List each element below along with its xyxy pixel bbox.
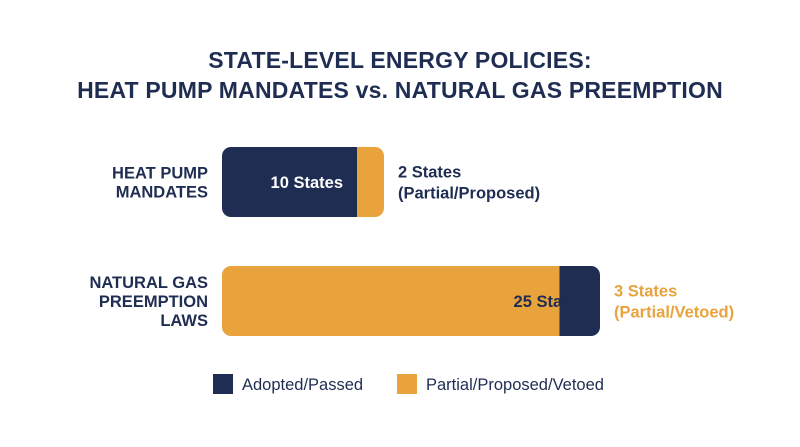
bar-segment-row1-seg1 xyxy=(222,147,357,217)
side-label-1-line-1: 2 States xyxy=(398,164,461,182)
category-label-2-line-2: PREEMPTION xyxy=(99,293,208,311)
legend-swatch-1 xyxy=(213,374,233,394)
chart-title-line-1: STATE-LEVEL ENERGY POLICIES: xyxy=(208,47,591,73)
legend-swatch-2 xyxy=(397,374,417,394)
bar-value-label-1: 10 States xyxy=(271,174,343,192)
side-labels: 2 States (Partial/Proposed) 3 States (Parti… xyxy=(398,164,734,322)
bars xyxy=(222,147,600,336)
side-label-1-line-2: (Partial/Proposed) xyxy=(398,185,540,203)
bar-value-label-2: 25 States xyxy=(514,293,586,311)
bar-segment-row1-seg2 xyxy=(357,147,384,217)
category-label-1-line-2: MANDATES xyxy=(116,184,208,202)
bar-segment-row2-seg1 xyxy=(222,266,560,336)
category-label-1-line-1: HEAT PUMP xyxy=(112,165,208,183)
bar-row-2 xyxy=(222,266,600,336)
bar-value-labels: 10 States 25 States xyxy=(271,174,586,311)
category-label-2-line-1: NATURAL GAS xyxy=(89,274,208,292)
legend-label-1: Adopted/Passed xyxy=(242,376,363,394)
chart-title: STATE-LEVEL ENERGY POLICIES: HEAT PUMP MA… xyxy=(77,47,723,103)
legend: Adopted/Passed Partial/Proposed/Vetoed xyxy=(213,374,604,394)
bar-segment-row2-seg2 xyxy=(559,266,600,336)
bar-row-1 xyxy=(222,147,384,217)
side-label-2-line-1: 3 States xyxy=(614,283,677,301)
legend-label-2: Partial/Proposed/Vetoed xyxy=(426,376,604,394)
side-label-2-line-2: (Partial/Vetoed) xyxy=(614,304,734,322)
category-label-2-line-3: LAWS xyxy=(160,312,208,330)
chart-title-line-2: HEAT PUMP MANDATES vs. NATURAL GAS PREEM… xyxy=(77,77,723,103)
